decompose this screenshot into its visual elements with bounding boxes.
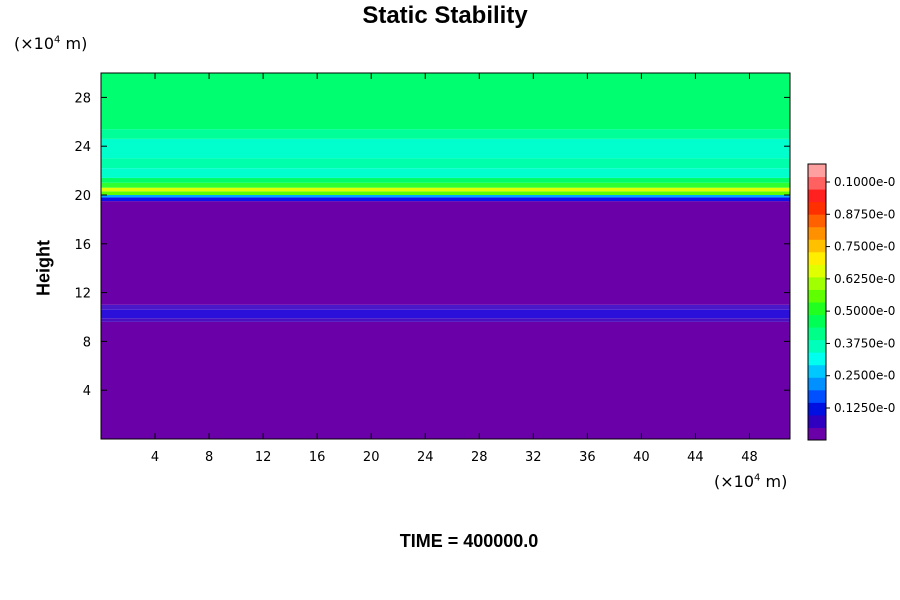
heatmap-band xyxy=(101,187,790,192)
x-tick-label: 32 xyxy=(525,450,542,465)
heatmap-band xyxy=(101,309,790,319)
colorbar-label: 0.1250e-0 xyxy=(834,401,895,415)
colorbar-swatch xyxy=(808,364,826,378)
y-tick-label: 20 xyxy=(74,189,91,204)
colorbar-swatch xyxy=(808,226,826,240)
heatmap-band xyxy=(101,197,790,202)
colorbar-swatch xyxy=(808,239,826,253)
y-tick-label: 24 xyxy=(74,140,91,155)
x-tick-label: 40 xyxy=(633,450,650,465)
y-tick-label: 16 xyxy=(74,238,91,253)
x-tick-label: 44 xyxy=(687,450,704,465)
time-label: TIME = 400000.0 xyxy=(399,531,539,551)
heatmap-band xyxy=(101,138,790,159)
heatmap-band xyxy=(101,129,790,139)
colorbar-label: 0.3750e-0 xyxy=(834,336,895,350)
colorbar-label: 0.7500e-0 xyxy=(834,240,895,254)
colorbar-label: 0.8750e-0 xyxy=(834,207,895,221)
colorbar-swatch xyxy=(808,251,826,265)
x-tick-label: 28 xyxy=(471,450,488,465)
colorbar-swatch xyxy=(808,201,826,215)
colorbar-swatch xyxy=(808,427,826,441)
colorbar-swatch xyxy=(808,302,826,316)
colorbar-swatch xyxy=(808,276,826,290)
colorbar-swatch xyxy=(808,389,826,403)
heatmap-band xyxy=(101,182,790,188)
colorbar-label: 0.1000e-0 xyxy=(834,175,895,189)
x-tick-label: 12 xyxy=(255,450,272,465)
x-axis-unit: (×104 m) xyxy=(714,472,788,491)
heatmap-band xyxy=(101,158,790,169)
heatmap-band xyxy=(101,201,790,305)
heatmap-band xyxy=(101,195,790,198)
colorbar-swatch xyxy=(808,189,826,203)
y-tick-label: 8 xyxy=(83,335,91,350)
colorbar-swatch xyxy=(808,264,826,278)
y-tick-label: 12 xyxy=(74,287,91,302)
colorbar-swatch xyxy=(808,402,826,416)
colorbar-label: 0.5000e-0 xyxy=(834,304,895,318)
heatmap-band xyxy=(101,304,790,310)
y-tick-label: 28 xyxy=(74,91,91,106)
colorbar-swatch xyxy=(808,327,826,341)
x-tick-label: 4 xyxy=(151,450,159,465)
colorbar-swatch xyxy=(808,339,826,353)
colorbar-frame xyxy=(807,163,827,441)
colorbar-swatch xyxy=(808,289,826,303)
colorbar-swatch xyxy=(808,164,826,178)
colorbar-swatch xyxy=(808,314,826,328)
colorbar-label: 0.6250e-0 xyxy=(834,272,895,286)
y-axis-unit: (×104 m) xyxy=(14,34,88,53)
chart-title: Static Stability xyxy=(362,2,528,29)
heatmap-band xyxy=(101,73,790,130)
x-tick-label: 16 xyxy=(309,450,326,465)
heatmap-band xyxy=(101,321,790,439)
plot-frame xyxy=(100,72,791,440)
x-tick-label: 36 xyxy=(579,450,596,465)
x-tick-label: 8 xyxy=(205,450,213,465)
colorbar-swatch xyxy=(808,352,826,366)
colorbar-swatch xyxy=(808,377,826,391)
colorbar-swatch xyxy=(808,414,826,428)
colorbar-label: 0.2500e-0 xyxy=(834,369,895,383)
colorbar-swatch xyxy=(808,214,826,228)
colorbar-swatch xyxy=(808,176,826,190)
x-tick-label: 24 xyxy=(417,450,434,465)
heatmap-band xyxy=(101,191,790,195)
heatmap-band xyxy=(101,318,790,322)
x-tick-label: 20 xyxy=(363,450,380,465)
y-tick-label: 4 xyxy=(83,384,91,399)
x-tick-label: 48 xyxy=(741,450,758,465)
heatmap-band xyxy=(101,168,790,178)
heatmap-band xyxy=(101,177,790,183)
